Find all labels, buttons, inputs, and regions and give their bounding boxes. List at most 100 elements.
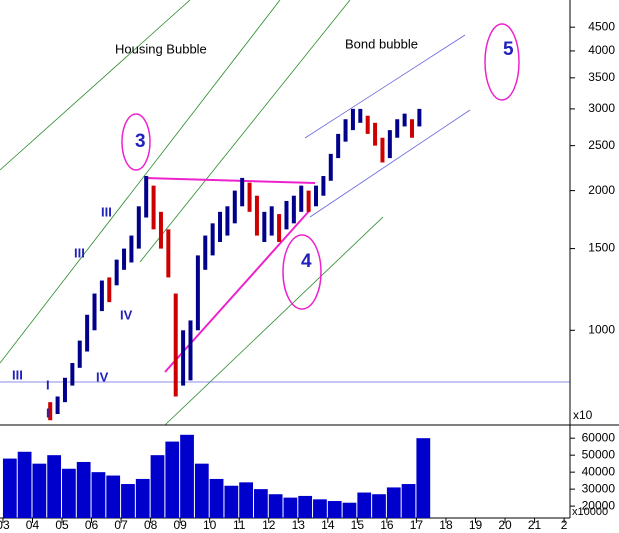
y-tick-label: 50000 [582,447,616,461]
price-bar [358,108,363,123]
price-bar [188,320,193,381]
scale-label: x10 [573,408,593,422]
price-bar [306,190,311,212]
volume-bar [76,461,91,518]
volume-bar [372,494,386,518]
x-tick-label: 07 [114,518,128,532]
annotation: 4 [301,251,312,272]
price-bar [48,402,53,421]
x-tick-label: 21 [528,518,542,532]
annotation: I [46,377,50,392]
price-bar [92,293,97,331]
volume-bar [62,468,76,518]
price-bar [85,314,90,352]
green-channel [0,0,384,426]
annotation: Housing Bubble [115,41,207,56]
price-bar [107,277,112,303]
volume-bar [401,484,416,518]
x-tick-label: 17 [410,518,424,532]
price-bar [122,248,127,270]
volume-bar [253,489,268,518]
price-bar [151,185,156,230]
annotation: IV [96,369,109,384]
price-bar [195,255,200,331]
x-tick-label: 12 [262,518,276,532]
price-bar [166,229,171,278]
price-bar [321,176,326,196]
volume-bar [2,458,17,518]
volume-bar [416,438,431,518]
volume-bar [135,478,150,518]
volume-bar [313,499,327,518]
price-bar [144,176,149,218]
volume-bar [298,495,313,518]
volume-bar [342,502,357,518]
x-tick-label: 04 [26,518,40,532]
price-bar [350,108,355,131]
y-tick-label: 4000 [588,43,615,57]
price-bar [365,115,370,134]
x-tick-label: 05 [55,518,69,532]
y-tick-label: 60000 [582,430,616,444]
price-bar [240,177,245,207]
price-bar [203,235,208,270]
volume-bar [327,501,342,518]
y-tick-label: 1000 [588,322,615,336]
price-bar [181,330,186,386]
x-tick-label: 20 [498,518,512,532]
x-tick-label: 11 [233,518,246,532]
y-tick-label: 2500 [588,138,615,152]
volume-bar [121,484,135,518]
price-bar [395,119,400,138]
y-tick-label: 1500 [588,241,615,255]
price-bar [247,182,252,212]
price-bar [77,340,82,368]
price-bar [55,396,60,415]
volume-bar [180,434,194,518]
price-bar [158,211,163,249]
price-bar [387,130,392,159]
x-tick-label: 10 [203,518,217,532]
volume-bar [194,463,209,518]
volume-bar [283,497,298,518]
price-bar [277,214,282,242]
price-bar [62,377,67,403]
volume-bar [17,451,32,518]
price-bar [291,195,296,224]
price-bar [314,185,319,207]
price-bar [269,206,274,236]
price-bar [373,122,378,146]
price-bar [336,133,341,159]
price-bar [225,206,230,236]
y-tick-label: 2000 [588,183,615,197]
annotation: 5 [503,39,514,60]
price-bar [417,108,422,127]
x-tick-label: 13 [292,518,306,532]
price-bar [343,119,348,142]
price-bar [299,185,304,212]
price-bar [380,137,385,163]
volume-bar [150,455,165,518]
annotation: Bond bubble [345,36,418,51]
volume-bar [91,472,106,518]
annotation: III [101,204,112,219]
x-tick-label: 16 [380,518,394,532]
price-bar [129,235,134,263]
volume-bar [239,482,253,518]
x-tick-label: 2 [561,518,568,532]
price-bar [328,153,333,181]
x-tick-label: 08 [144,518,158,532]
volume-bar [32,463,47,518]
price-bar [136,206,141,249]
x-tick-label: 06 [85,518,99,532]
annotation: III [12,367,23,382]
volume-bar [386,487,401,518]
annotation: IV [120,307,133,322]
price-bar [70,363,75,386]
price-bar [173,293,178,397]
y-tick-label: 3000 [588,101,615,115]
volume-bar [209,478,224,518]
annotation: I [46,405,50,420]
y-tick-label: 40000 [582,464,616,478]
price-bar [262,211,267,242]
